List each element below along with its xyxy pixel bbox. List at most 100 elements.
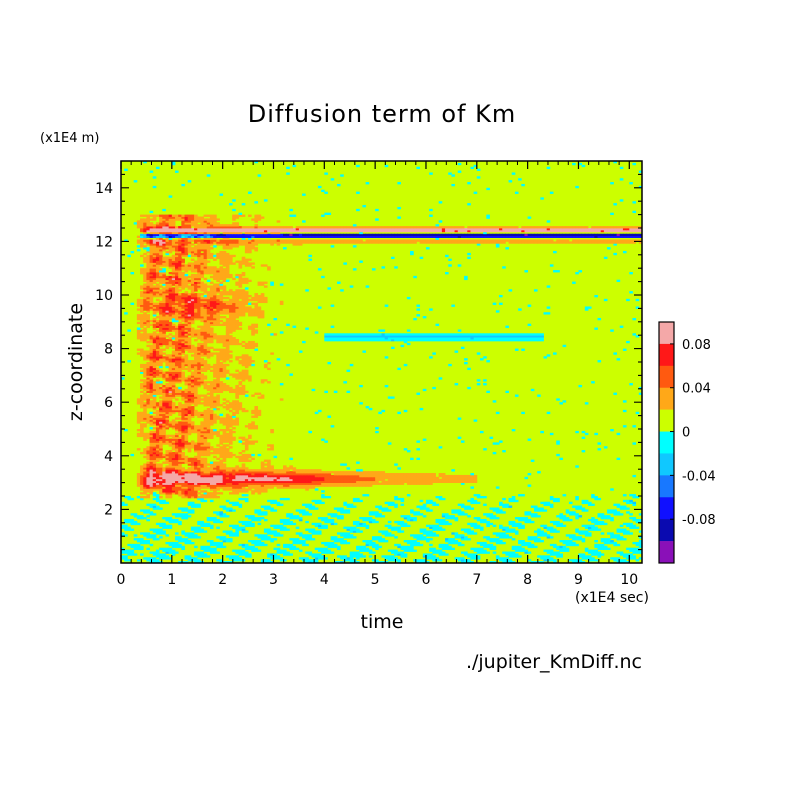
heatmap-cell — [209, 398, 214, 401]
heatmap-cell — [143, 352, 147, 355]
heatmap-cell — [562, 524, 567, 528]
heatmap-cell — [378, 473, 382, 476]
heatmap-cell — [178, 465, 182, 468]
heatmap-cell — [213, 467, 217, 470]
heatmap-cell — [425, 478, 430, 482]
heatmap-cell — [486, 538, 490, 541]
heatmap-cell — [483, 536, 487, 539]
heatmap-cell — [197, 344, 201, 348]
heatmap-cell — [155, 352, 160, 355]
heatmap-cell — [165, 413, 170, 416]
heatmap-cell — [241, 467, 246, 470]
heatmap-cell — [241, 457, 246, 461]
heatmap-cell — [324, 551, 328, 554]
heatmap-cell — [457, 534, 462, 537]
heatmap-cell — [238, 478, 243, 482]
heatmap-cell — [222, 373, 227, 376]
heatmap-cell — [181, 532, 185, 535]
heatmap-cell — [337, 555, 341, 558]
heatmap-cell — [152, 335, 157, 338]
heatmap-cell — [149, 377, 154, 380]
heatmap-cell — [130, 522, 135, 526]
heatmap-cell — [194, 494, 198, 497]
heatmap-cell — [397, 528, 401, 531]
heatmap-cell — [273, 471, 278, 474]
heatmap-cell — [225, 532, 230, 535]
heatmap-cell — [632, 496, 637, 499]
heatmap-cell — [203, 450, 208, 453]
heatmap-cell — [378, 536, 382, 539]
heatmap-cell — [219, 478, 224, 482]
heatmap-cell — [635, 547, 640, 550]
heatmap-cell — [419, 407, 424, 411]
heatmap-cell — [219, 453, 224, 457]
heatmap-cell — [254, 469, 259, 472]
heatmap-cell — [514, 348, 519, 351]
heatmap-cell — [190, 427, 195, 430]
heatmap-cell — [197, 559, 201, 562]
heatmap-cell — [467, 507, 471, 510]
heatmap-cell — [263, 528, 268, 531]
heatmap-cell — [152, 396, 157, 399]
heatmap-cell — [527, 511, 532, 514]
heatmap-cell — [219, 484, 224, 487]
heatmap-cell — [162, 492, 166, 495]
heatmap-cell — [159, 419, 163, 422]
heatmap-cell — [175, 358, 179, 361]
heatmap-cell — [162, 526, 166, 529]
heatmap-cell — [610, 511, 614, 514]
heatmap-cell — [194, 528, 198, 531]
heatmap-cell — [171, 375, 176, 378]
heatmap-cell — [209, 551, 214, 554]
heatmap-cell — [209, 390, 214, 394]
heatmap-cell — [340, 509, 344, 512]
heatmap-cell — [533, 509, 538, 512]
heatmap-cell — [260, 538, 265, 541]
heatmap-cell — [400, 478, 405, 482]
heatmap-cell — [387, 509, 392, 512]
heatmap-cell — [619, 528, 624, 531]
heatmap-cell — [213, 365, 217, 369]
heatmap-cell — [378, 505, 382, 508]
heatmap-cell — [143, 463, 147, 466]
heatmap-cell — [270, 555, 274, 558]
heatmap-cell — [165, 549, 170, 552]
heatmap-cell — [200, 467, 204, 470]
heatmap-cell — [248, 358, 252, 361]
heatmap-cell — [600, 547, 605, 550]
heatmap-cell — [127, 528, 131, 531]
heatmap-cell — [178, 438, 182, 441]
heatmap-cell — [387, 396, 392, 399]
heatmap-cell — [200, 545, 204, 549]
heatmap-cell — [216, 352, 220, 355]
heatmap-cell — [391, 480, 395, 483]
heatmap-cell — [171, 469, 176, 472]
heatmap-cell — [251, 425, 255, 428]
heatmap-cell — [168, 367, 173, 371]
heatmap-cell — [171, 379, 176, 382]
heatmap-cell — [146, 559, 150, 562]
heatmap-cell — [464, 505, 468, 508]
heatmap-cell — [149, 365, 154, 369]
heatmap-cell — [248, 455, 252, 459]
heatmap-cell — [178, 356, 182, 359]
heatmap-cell — [403, 555, 408, 558]
heatmap-cell — [464, 561, 468, 564]
heatmap-cell — [499, 540, 503, 543]
heatmap-cell — [330, 538, 335, 541]
heatmap-cell — [155, 369, 160, 372]
heatmap-cell — [229, 423, 233, 426]
heatmap-cell — [194, 354, 198, 357]
heatmap-cell — [587, 549, 592, 552]
heatmap-cell — [591, 518, 595, 522]
heatmap-cell — [359, 555, 363, 558]
heatmap-cell — [184, 383, 189, 386]
heatmap-cell — [235, 356, 239, 359]
heatmap-cell — [565, 541, 570, 545]
heatmap-cell — [270, 476, 274, 480]
heatmap-cell — [432, 339, 436, 342]
heatmap-cell — [159, 388, 163, 392]
heatmap-cell — [314, 501, 319, 505]
heatmap-cell — [451, 517, 455, 520]
heatmap-cell — [168, 459, 173, 462]
